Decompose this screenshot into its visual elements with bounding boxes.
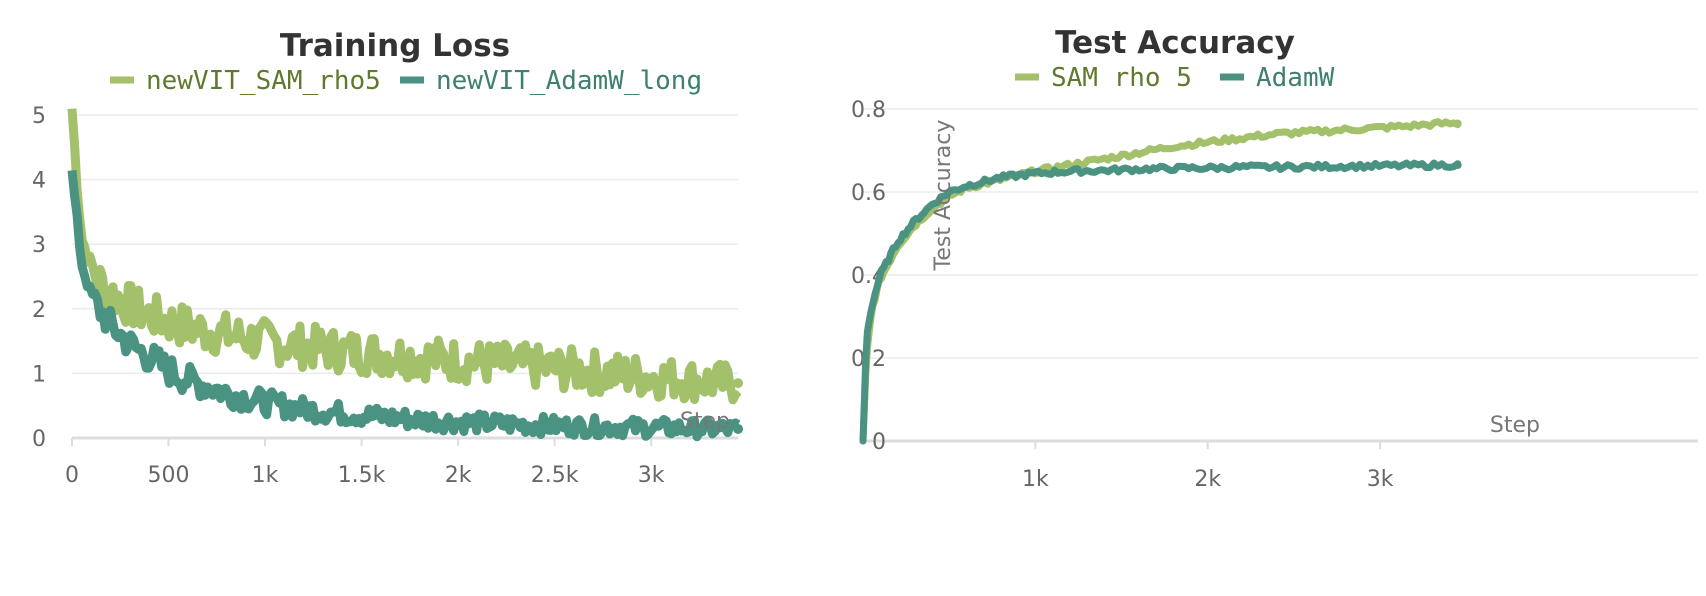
series-line xyxy=(67,169,741,442)
x-tick-label: 1k xyxy=(252,463,279,488)
x-axis-label: Step xyxy=(1490,413,1540,438)
x-tick-label: 3k xyxy=(1367,467,1394,492)
y-tick-label: 2 xyxy=(32,298,46,323)
series-lines xyxy=(67,108,743,442)
x-tick-label: 0 xyxy=(65,463,79,488)
y-axis-ticks: 0 1 2 3 4 5 xyxy=(32,104,46,452)
training-loss-chart: Training Loss newVIT_SAM_rho5 newVIT_Adam… xyxy=(32,28,743,488)
x-tick-label: 1.5k xyxy=(338,463,386,488)
y-tick-label: 4 xyxy=(32,169,46,194)
x-tick-label: 2.5k xyxy=(531,463,579,488)
y-tick-label: 0 xyxy=(32,427,46,452)
x-axis-label: Step xyxy=(680,409,730,434)
legend-label: newVIT_SAM_rho5 xyxy=(146,66,381,96)
chart-title: Training Loss xyxy=(280,28,510,64)
x-tick-label: 2k xyxy=(445,463,472,488)
grid-lines xyxy=(863,108,1698,443)
y-axis-ticks: 00.20.40.60.8 xyxy=(851,98,886,455)
x-axis-ticks: 0 500 1k 1.5k 2k 2.5k 3k xyxy=(65,438,665,488)
y-tick-label: 0 xyxy=(872,430,886,455)
y-tick-label: 1 xyxy=(32,362,46,387)
y-tick-label: 0.6 xyxy=(851,181,886,206)
chart-legend: newVIT_SAM_rho5 newVIT_AdamW_long xyxy=(110,66,702,96)
x-tick-label: 3k xyxy=(638,463,665,488)
training-loss-chart-panel: Training Loss newVIT_SAM_rho5 newVIT_Adam… xyxy=(0,0,850,596)
legend-label: newVIT_AdamW_long xyxy=(436,66,702,96)
test-accuracy-chart: Test Accuracy SAM rho 5 AdamW 00.20.40.60… xyxy=(851,25,1698,492)
x-tick-label: 500 xyxy=(148,463,190,488)
series-lines xyxy=(859,118,1462,445)
y-axis-label: Test Accuracy xyxy=(931,120,956,272)
series-end-point xyxy=(733,378,743,389)
chart-legend: SAM rho 5 AdamW xyxy=(1015,63,1335,93)
chart-title: Test Accuracy xyxy=(1055,25,1295,61)
y-tick-label: 0.8 xyxy=(851,98,886,123)
y-tick-label: 3 xyxy=(32,233,46,258)
legend-label: SAM rho 5 xyxy=(1051,63,1192,93)
series-line xyxy=(859,159,1462,445)
series-end-point xyxy=(1453,161,1462,170)
series-end-point xyxy=(1453,119,1462,128)
series-end-point xyxy=(733,423,743,434)
test-accuracy-chart-panel: Test Accuracy SAM rho 5 AdamW 0 0.2 0.4 0.6 0… xyxy=(850,0,1706,596)
x-tick-label: 1k xyxy=(1022,467,1049,492)
x-axis-ticks: 1k 2k 3k xyxy=(1022,441,1394,492)
y-tick-label: 5 xyxy=(32,104,46,129)
x-tick-label: 2k xyxy=(1194,467,1221,492)
series-line xyxy=(67,108,742,405)
legend-label: AdamW xyxy=(1256,63,1335,93)
